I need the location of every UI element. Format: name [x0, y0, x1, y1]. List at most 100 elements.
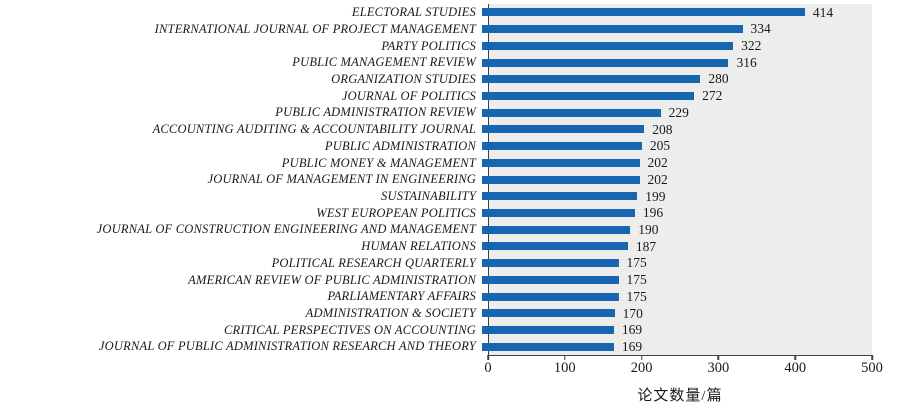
bar [482, 91, 695, 100]
bar-row: ORGANIZATION STUDIES 280 [0, 71, 872, 88]
value-label: 205 [649, 138, 671, 154]
value-label: 190 [638, 221, 659, 237]
plot-cell: 170 [482, 305, 872, 322]
bar-row: PUBLIC ADMINISTRATION REVIEW 229 [0, 104, 872, 121]
category-label: PARTY POLITICS [381, 38, 476, 53]
x-tick [564, 355, 566, 360]
x-tick [717, 355, 720, 360]
plot-cell: 169 [482, 338, 872, 355]
category-label: JOURNAL OF PUBLIC ADMINISTRATION RESEARC… [98, 339, 476, 354]
bar-row: JOURNAL OF POLITICS 272 [0, 88, 872, 105]
plot-cell: 205 [482, 138, 872, 155]
value-label: 175 [626, 255, 647, 271]
x-tick [640, 355, 643, 360]
plot-cell: 175 [482, 272, 872, 289]
x-tick [794, 355, 796, 360]
plot-cell: 272 [482, 88, 872, 105]
value-label: 175 [626, 288, 647, 304]
category-label: HUMAN RELATIONS [361, 239, 476, 254]
category-label: PUBLIC ADMINISTRATION [324, 138, 476, 153]
x-tick [871, 355, 873, 360]
x-tick-label: 100 [553, 360, 576, 376]
value-label: 175 [626, 272, 647, 288]
category-label: PARLIAMENTARY AFFAIRS [327, 289, 476, 304]
bar-row: PUBLIC ADMINISTRATION 205 [0, 138, 872, 155]
value-label: 208 [652, 121, 673, 137]
bar [482, 208, 635, 217]
x-tick-label: 500 [861, 360, 883, 376]
plot-cell: 316 [482, 54, 872, 71]
bar [482, 41, 734, 50]
plot-cell: 187 [482, 238, 872, 255]
value-label: 187 [635, 238, 657, 254]
bar-row: INTERNATIONAL JOURNAL OF PROJECT MANAGEM… [0, 21, 872, 38]
bar-row: PUBLIC MANAGEMENT REVIEW 316 [0, 54, 872, 71]
plot-cell: 334 [482, 21, 872, 38]
plot-cell: 208 [482, 121, 872, 138]
value-label: 334 [750, 21, 771, 37]
bar [482, 158, 640, 167]
bar [482, 108, 661, 117]
plot-cell: 229 [482, 104, 872, 121]
category-label: ADMINISTRATION & SOCIETY [305, 306, 476, 321]
x-axis-tick-labels: 0 100 200 300 400 500 [484, 360, 883, 379]
category-label: PUBLIC ADMINISTRATION REVIEW [275, 105, 476, 120]
category-label: CRITICAL PERSPECTIVES ON ACCOUNTING [223, 322, 476, 337]
bar-row: PARLIAMENTARY AFFAIRS 175 [0, 288, 872, 305]
value-label: 169 [621, 322, 643, 338]
bar-row: JOURNAL OF MANAGEMENT IN ENGINEERING 202 [0, 171, 872, 188]
bar [482, 309, 615, 318]
bar-row: JOURNAL OF PUBLIC ADMINISTRATION RESEARC… [0, 338, 872, 355]
bar [482, 75, 701, 84]
bar-row: SUSTAINABILITY 199 [0, 188, 872, 205]
category-label: INTERNATIONAL JOURNAL OF PROJECT MANAGEM… [154, 21, 476, 36]
bar-row: PARTY POLITICS 322 [0, 37, 872, 54]
bar-row: HUMAN RELATIONS 187 [0, 238, 872, 255]
value-label: 272 [702, 88, 723, 104]
plot-cell: 175 [482, 255, 872, 272]
bar-row: WEST EUROPEAN POLITICS 196 [0, 205, 872, 222]
bar [482, 342, 614, 351]
x-tick-label: 400 [784, 360, 807, 376]
bar [482, 225, 631, 234]
bar [482, 25, 743, 34]
x-tick-label: 300 [707, 360, 730, 376]
category-label: ELECTORAL STUDIES [351, 5, 476, 20]
x-axis-ticks [487, 355, 873, 361]
bar-row: AMERICAN REVIEW OF PUBLIC ADMINISTRATION… [0, 272, 872, 289]
bar [482, 192, 638, 201]
category-label: JOURNAL OF MANAGEMENT IN ENGINEERING [207, 172, 476, 187]
x-tick-label: 200 [630, 360, 653, 376]
value-label: 202 [647, 171, 668, 187]
bar [482, 275, 619, 284]
value-label: 316 [736, 54, 757, 70]
value-label: 280 [708, 71, 729, 87]
bar-rows: ELECTORAL STUDIES 414 INTERNATIONAL JOURN… [0, 4, 872, 355]
bar-row: ACCOUNTING AUDITING & ACCOUNTABILITY JOU… [0, 121, 872, 138]
plot-cell: 202 [482, 171, 872, 188]
bar [482, 242, 628, 251]
plot-cell: 322 [482, 37, 872, 54]
value-label: 196 [642, 205, 664, 221]
value-label: 170 [622, 305, 643, 321]
x-tick [487, 355, 489, 360]
bar [482, 125, 645, 134]
bar-row: JOURNAL OF CONSTRUCTION ENGINEERING AND … [0, 221, 872, 238]
bar-row: PUBLIC MONEY & MANAGEMENT 202 [0, 154, 872, 171]
category-label: PUBLIC MANAGEMENT REVIEW [292, 55, 476, 70]
category-label: ACCOUNTING AUDITING & ACCOUNTABILITY JOU… [152, 122, 476, 137]
x-axis-title: 论文数量/篇 [637, 388, 723, 404]
value-label: 202 [647, 155, 668, 171]
category-label: JOURNAL OF CONSTRUCTION ENGINEERING AND … [96, 222, 476, 237]
category-label: PUBLIC MONEY & MANAGEMENT [281, 155, 476, 170]
plot-cell: 199 [482, 188, 872, 205]
bar-row: POLITICAL RESEARCH QUARTERLY 175 [0, 255, 872, 272]
category-label: WEST EUROPEAN POLITICS [316, 205, 476, 220]
value-label: 322 [741, 38, 762, 54]
bar [482, 8, 805, 17]
bar-row: CRITICAL PERSPECTIVES ON ACCOUNTING 169 [0, 322, 872, 339]
value-label: 169 [621, 338, 643, 354]
plot-cell: 280 [482, 71, 872, 88]
bar [482, 175, 640, 184]
